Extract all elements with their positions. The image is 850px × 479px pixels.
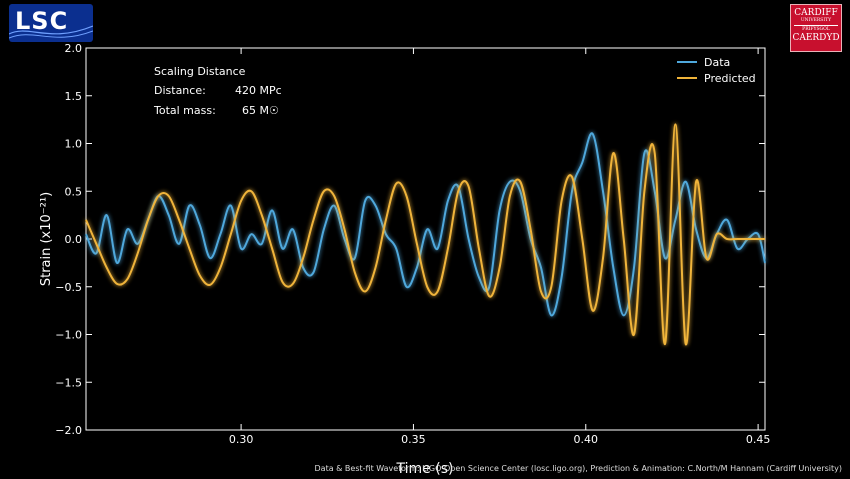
credit-text: Data & Best-fit Waveform: LIGO Open Scie…	[314, 464, 843, 473]
y-tick-label: 1.0	[65, 138, 83, 151]
distance-label: Distance:	[154, 84, 206, 97]
cardiff-university-logo: CARDIFF UNIVERSITY PRIFYSGOL CAERDYD	[790, 4, 842, 52]
x-tick-label: 0.45	[746, 433, 771, 446]
mass-label: Total mass:	[154, 104, 216, 117]
cardiff-logo-line1: CARDIFF	[794, 8, 838, 18]
y-tick-label: −2.0	[55, 424, 82, 437]
legend: Data Predicted	[677, 56, 756, 85]
y-tick-label: −1.0	[55, 329, 82, 342]
distance-value: 420 MPc	[235, 84, 282, 97]
legend-label-predicted: Predicted	[704, 72, 756, 85]
y-axis-label: Strain (x10⁻²¹)	[39, 192, 54, 286]
cardiff-logo-divider	[794, 25, 838, 26]
series-line-predicted	[85, 123, 765, 346]
x-axis-label: Time (s)	[396, 461, 454, 477]
x-tick-label: 0.35	[401, 433, 426, 446]
lsc-wave-icon	[9, 25, 93, 39]
series-line-data	[85, 132, 766, 317]
info-heading: Scaling Distance	[154, 65, 246, 78]
x-tick-label: 0.40	[574, 433, 599, 446]
y-tick-label: 0.0	[65, 233, 83, 246]
cardiff-logo-line2: UNIVERSITY	[800, 18, 832, 23]
y-tick-label: −0.5	[55, 281, 82, 294]
series-lines	[85, 123, 766, 346]
y-axis: 2.0 1.5 1.0 0.5 0.0 −0.5 −1.0 −1.5 −2.0	[55, 42, 765, 437]
cardiff-logo-line4: CAERDYD	[792, 33, 840, 43]
cardiff-logo-line3: PRIFYSGOL	[802, 27, 830, 32]
y-tick-label: −1.5	[55, 376, 82, 389]
y-tick-label: 1.5	[65, 90, 83, 103]
x-axis: 0.30 0.35 0.40 0.45	[229, 48, 771, 446]
lsc-logo-text: LSC	[15, 7, 69, 35]
lsc-logo: LSC	[9, 4, 93, 42]
y-tick-label: 2.0	[65, 42, 83, 55]
mass-value: 65 M☉	[242, 104, 279, 117]
x-tick-label: 0.30	[229, 433, 254, 446]
legend-label-data: Data	[704, 56, 730, 69]
y-tick-label: 0.5	[65, 185, 83, 198]
